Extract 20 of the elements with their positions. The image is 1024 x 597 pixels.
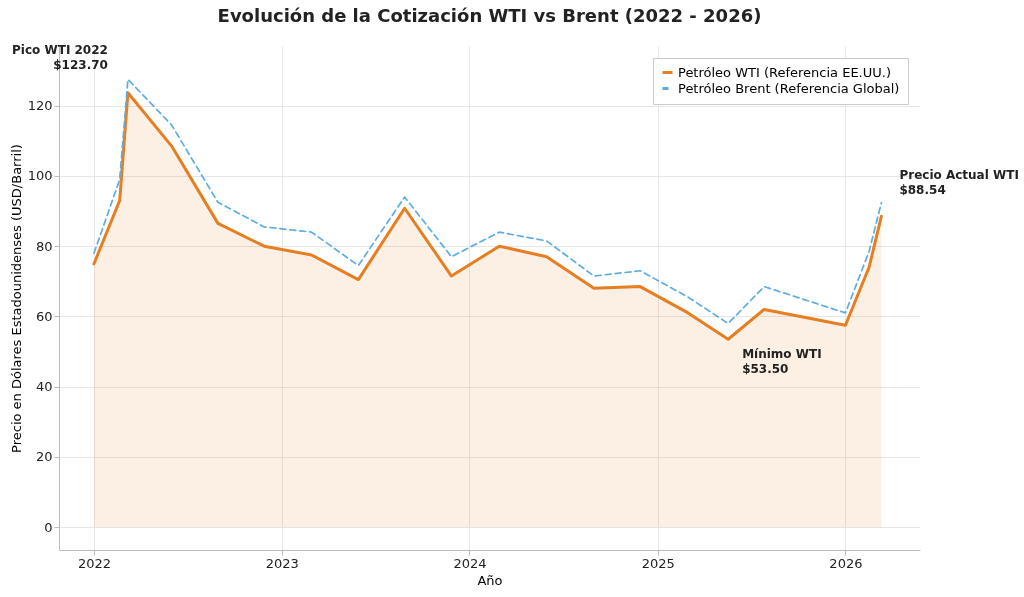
x-tick-label: 2022 — [77, 555, 112, 571]
legend-label: Petróleo Brent (Referencia Global) — [678, 80, 900, 96]
annotation: Pico WTI 2022 $123.70 — [12, 42, 108, 72]
y-axis-title: Precio en Dólares Estadounidenses (USD/Barril) — [8, 144, 24, 453]
annotation: Mínimo WTI $53.50 — [742, 347, 822, 377]
y-tick-label: 0 — [44, 519, 53, 535]
y-tick-label: 60 — [35, 308, 53, 324]
y-tick-label: 20 — [35, 449, 53, 465]
x-axis-title: Año — [477, 572, 503, 588]
x-tick-label: 2025 — [641, 555, 675, 571]
y-tick-label: 40 — [35, 379, 53, 395]
y-tick-label: 100 — [27, 168, 53, 184]
chart-title: Evolución de la Cotización WTI vs Brent (2022 - 2026) — [217, 4, 762, 26]
y-tick-label: 120 — [27, 98, 53, 114]
x-tick-label: 2026 — [829, 555, 863, 571]
legend-label: Petróleo WTI (Referencia EE.UU.) — [678, 64, 891, 80]
x-tick-label: 2024 — [453, 555, 487, 571]
x-tick-label: 2023 — [265, 555, 299, 571]
y-tick-label: 80 — [35, 238, 53, 254]
annotation: Precio Actual WTI $88.54 — [899, 168, 1019, 198]
